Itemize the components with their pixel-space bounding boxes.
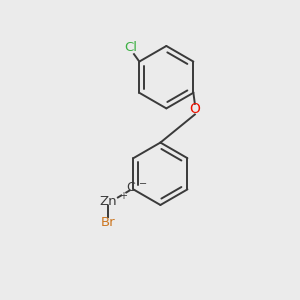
Text: Zn: Zn: [99, 195, 117, 208]
Text: Cl: Cl: [124, 41, 137, 54]
Text: −: −: [139, 179, 147, 189]
Text: C: C: [126, 182, 135, 194]
Text: Br: Br: [101, 216, 116, 229]
Text: O: O: [189, 102, 200, 116]
Text: +: +: [119, 191, 128, 201]
